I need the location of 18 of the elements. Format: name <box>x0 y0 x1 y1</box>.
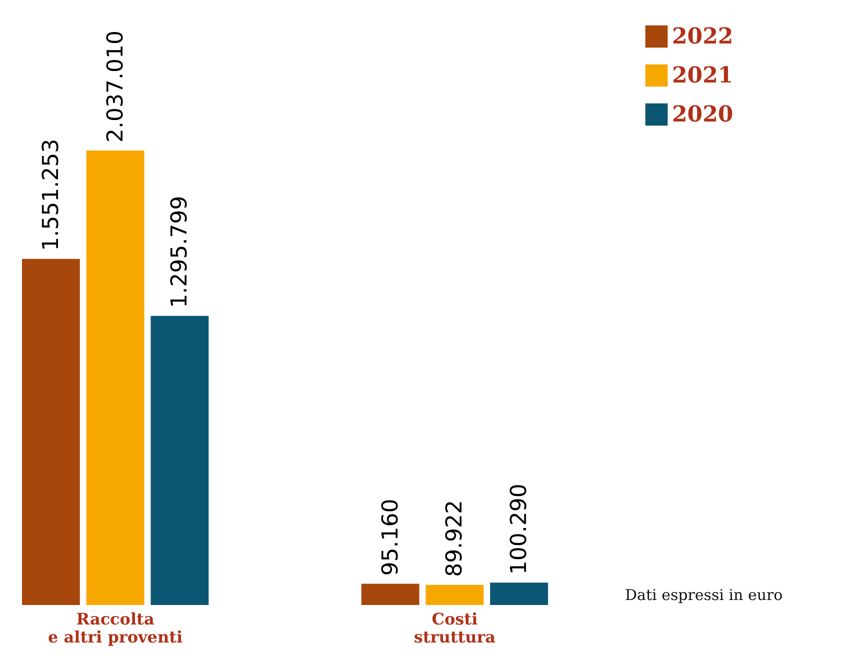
data-label: 1.295.799 <box>168 196 193 308</box>
text: Dati espressi in euro <box>625 586 783 604</box>
data-label: 2.037.010 <box>103 30 128 142</box>
legend-label: 2021 <box>672 62 734 88</box>
bar <box>490 582 548 605</box>
legend-label: 2020 <box>672 102 734 128</box>
data-label: 95.160 <box>378 498 404 576</box>
data-label: 1.551.253 <box>38 138 64 251</box>
bar <box>426 584 484 605</box>
bar <box>86 150 144 605</box>
bar <box>22 258 80 605</box>
bar <box>150 316 209 605</box>
x-tick-label: Costi struttura <box>414 610 496 646</box>
data-label: 89.922 <box>442 500 468 577</box>
data-label: 100.290 <box>507 484 532 575</box>
legend-label: 2022 <box>672 24 734 50</box>
x-tick-label: Raccolta e altri proventi <box>48 610 183 646</box>
bar <box>361 584 420 605</box>
